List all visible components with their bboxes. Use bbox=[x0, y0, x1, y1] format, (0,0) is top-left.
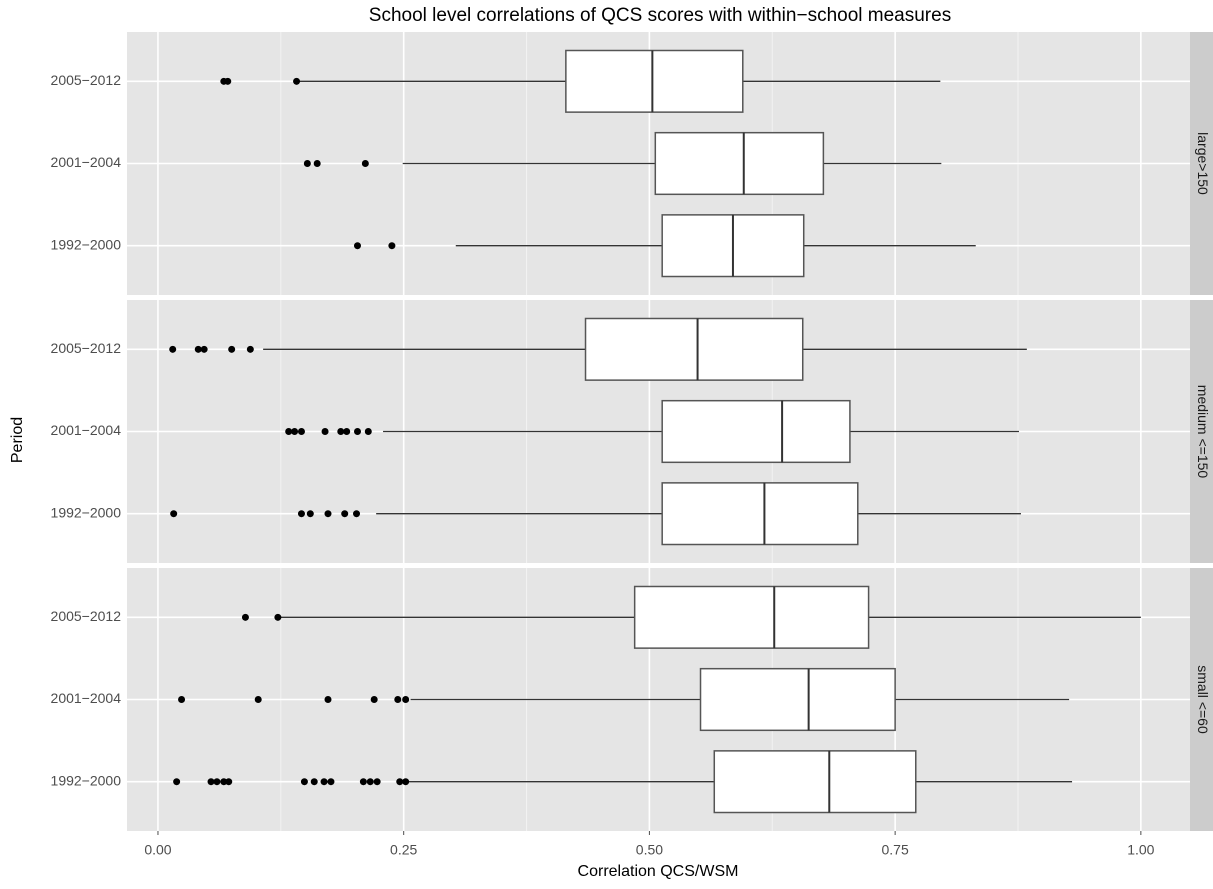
outlier bbox=[169, 345, 177, 353]
y-tick-label: 2005−2012 bbox=[51, 72, 122, 88]
outlier bbox=[303, 160, 311, 167]
x-tick-label: 1.00 bbox=[1127, 842, 1154, 858]
outlier bbox=[324, 510, 332, 518]
outlier bbox=[173, 778, 181, 786]
outlier bbox=[366, 778, 374, 786]
outlier bbox=[241, 613, 249, 621]
x-tick-label: 0.25 bbox=[390, 842, 417, 858]
outlier bbox=[313, 160, 321, 167]
outlier bbox=[220, 778, 228, 786]
y-tick-label: 2001−2004 bbox=[51, 154, 122, 170]
x-axis-label: Correlation QCS/WSM bbox=[578, 863, 739, 880]
outlier bbox=[228, 345, 236, 353]
outlier bbox=[170, 510, 178, 518]
outlier bbox=[327, 778, 335, 786]
y-tick-label: 1992−2000 bbox=[51, 772, 122, 788]
outlier bbox=[178, 696, 186, 703]
outlier bbox=[246, 345, 254, 353]
outlier bbox=[225, 778, 233, 786]
facet-label: large>150 bbox=[1195, 132, 1211, 195]
outlier bbox=[396, 778, 404, 786]
box bbox=[633, 585, 870, 649]
outlier bbox=[297, 510, 305, 518]
outlier bbox=[274, 613, 282, 621]
outlier bbox=[293, 77, 301, 85]
outlier bbox=[373, 778, 381, 786]
x-tick-label: 0.50 bbox=[636, 842, 663, 858]
chart-title: School level correlations of QCS scores … bbox=[369, 5, 951, 26]
y-tick-label: 2005−2012 bbox=[51, 340, 122, 356]
y-tick-label: 2001−2004 bbox=[51, 422, 122, 438]
y-tick-label: 2001−2004 bbox=[51, 690, 122, 706]
facet-strip bbox=[1190, 32, 1213, 295]
outlier bbox=[306, 510, 314, 518]
outlier bbox=[402, 696, 410, 703]
outlier bbox=[213, 778, 221, 786]
outlier bbox=[321, 428, 329, 435]
outlier bbox=[297, 428, 305, 435]
box bbox=[713, 750, 917, 814]
outlier bbox=[320, 778, 328, 786]
facet-label: medium <=150 bbox=[1195, 385, 1211, 479]
y-tick-label: 1992−2000 bbox=[51, 236, 122, 252]
outlier bbox=[224, 77, 232, 85]
outlier bbox=[353, 510, 361, 518]
outlier bbox=[361, 160, 369, 167]
facet-label: small <=60 bbox=[1195, 665, 1211, 734]
x-tick-label: 0.00 bbox=[144, 842, 171, 858]
box bbox=[661, 399, 851, 464]
box bbox=[654, 131, 825, 196]
outlier bbox=[343, 428, 351, 435]
outlier bbox=[254, 696, 262, 703]
outlier bbox=[364, 428, 372, 435]
outlier bbox=[353, 242, 361, 250]
outlier bbox=[402, 778, 410, 786]
box bbox=[584, 317, 804, 381]
outlier bbox=[300, 778, 308, 786]
box bbox=[661, 482, 859, 546]
x-tick-label: 0.75 bbox=[882, 842, 909, 858]
outlier bbox=[324, 696, 332, 703]
facet-strip bbox=[1190, 300, 1213, 563]
outlier bbox=[310, 778, 318, 786]
outlier bbox=[200, 345, 208, 353]
outlier bbox=[353, 428, 361, 435]
outlier bbox=[370, 696, 378, 703]
box bbox=[565, 49, 744, 113]
outlier bbox=[285, 428, 293, 435]
outlier bbox=[341, 510, 349, 518]
outlier bbox=[388, 242, 396, 250]
outlier bbox=[194, 345, 202, 353]
box bbox=[699, 667, 896, 732]
facet-strip bbox=[1190, 568, 1213, 831]
outlier bbox=[207, 778, 215, 786]
y-tick-label: 2005−2012 bbox=[51, 608, 122, 624]
outlier bbox=[394, 696, 402, 703]
outlier bbox=[359, 778, 367, 786]
y-tick-label: 1992−2000 bbox=[51, 504, 122, 520]
y-axis-label: Period bbox=[9, 417, 26, 463]
outlier bbox=[291, 428, 299, 435]
outlier bbox=[337, 428, 345, 435]
